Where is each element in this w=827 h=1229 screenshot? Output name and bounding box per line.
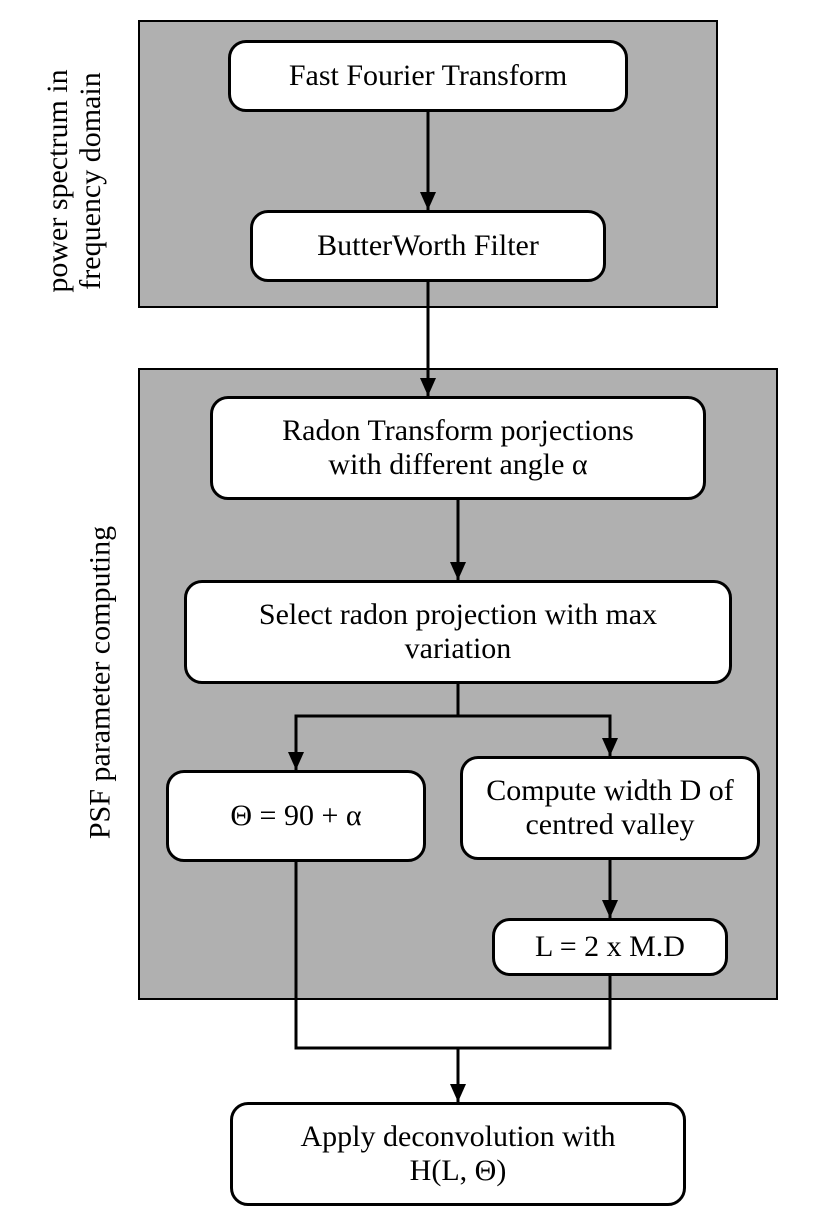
node-label: Fast Fourier Transform [289, 59, 567, 94]
node-select-max-variation: Select radon projection with maxvariatio… [184, 580, 732, 684]
panel-label-power-spectrum: power spectrum infrequency domain [41, 37, 107, 325]
node-radon-projections: Radon Transform porjectionswith differen… [210, 396, 706, 500]
flowchart-canvas: power spectrum infrequency domain PSF pa… [0, 0, 827, 1229]
node-label: L = 2 x M.D [535, 930, 685, 965]
node-label: Radon Transform porjectionswith differen… [282, 414, 634, 483]
node-butterworth: ButterWorth Filter [250, 210, 606, 282]
node-label: Compute width D ofcentred valley [486, 774, 734, 843]
node-label: ButterWorth Filter [317, 229, 539, 264]
node-theta: Θ = 90 + α [166, 770, 426, 862]
node-apply-deconvolution: Apply deconvolution withH(L, Θ) [230, 1102, 686, 1206]
node-label: Θ = 90 + α [230, 799, 361, 834]
node-label: Apply deconvolution withH(L, Θ) [301, 1120, 616, 1189]
node-compute-width-d: Compute width D ofcentred valley [460, 756, 760, 860]
node-l-formula: L = 2 x M.D [492, 918, 728, 976]
node-label: Select radon projection with maxvariatio… [259, 598, 657, 667]
panel-label-psf: PSF parameter computing [84, 463, 117, 903]
node-fft: Fast Fourier Transform [228, 40, 628, 112]
